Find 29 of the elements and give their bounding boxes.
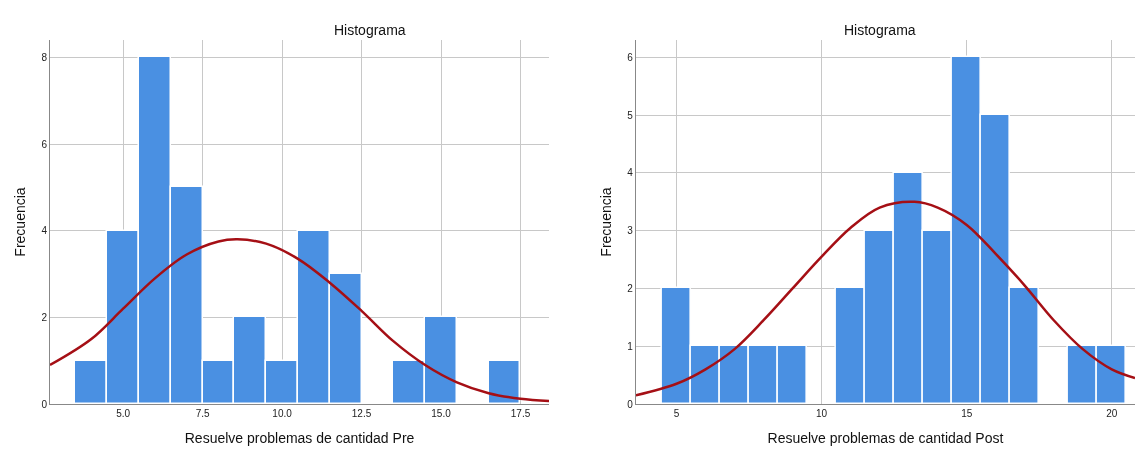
x-tick-label: 5 bbox=[673, 408, 680, 419]
y-tick-label: 6 bbox=[627, 51, 634, 63]
x-tick-label: 15 bbox=[961, 408, 973, 419]
y-tick-label: 2 bbox=[41, 311, 48, 323]
x-tick-label: 10.0 bbox=[272, 408, 293, 419]
x-tick-label: 5.0 bbox=[116, 408, 131, 419]
y-tick-label: 3 bbox=[627, 225, 634, 237]
y-axis-title: Frecuencia bbox=[597, 187, 614, 257]
y-tick-label: 5 bbox=[627, 109, 634, 121]
chart-title: Histograma bbox=[844, 22, 916, 38]
line-series bbox=[635, 200, 1135, 397]
y-axis-title: Frecuencia bbox=[12, 187, 29, 257]
x-tick-label: 20 bbox=[1106, 408, 1118, 419]
x-tick-label: 17.5 bbox=[510, 408, 531, 419]
x-tick-label: 7.5 bbox=[195, 408, 210, 419]
x-tick-label: 10 bbox=[816, 408, 828, 419]
y-tick-label: 4 bbox=[41, 225, 48, 237]
y-tick-label: 8 bbox=[41, 51, 48, 63]
y-tick-label: 1 bbox=[627, 340, 634, 352]
x-tick-label: 12.5 bbox=[351, 408, 372, 419]
y-tick-label: 2 bbox=[627, 282, 634, 294]
y-tick-label: 6 bbox=[41, 138, 48, 150]
y-tick-label: 0 bbox=[41, 398, 48, 410]
x-tick-label: 15.0 bbox=[431, 408, 452, 419]
chart-title: Histograma bbox=[334, 22, 406, 38]
x-axis-title: Resuelve problemas de cantidad Pre bbox=[184, 430, 415, 447]
y-tick-label: 0 bbox=[627, 398, 634, 410]
x-axis-title: Resuelve problemas de cantidad Post bbox=[767, 430, 1004, 447]
y-tick-label: 4 bbox=[627, 167, 634, 179]
